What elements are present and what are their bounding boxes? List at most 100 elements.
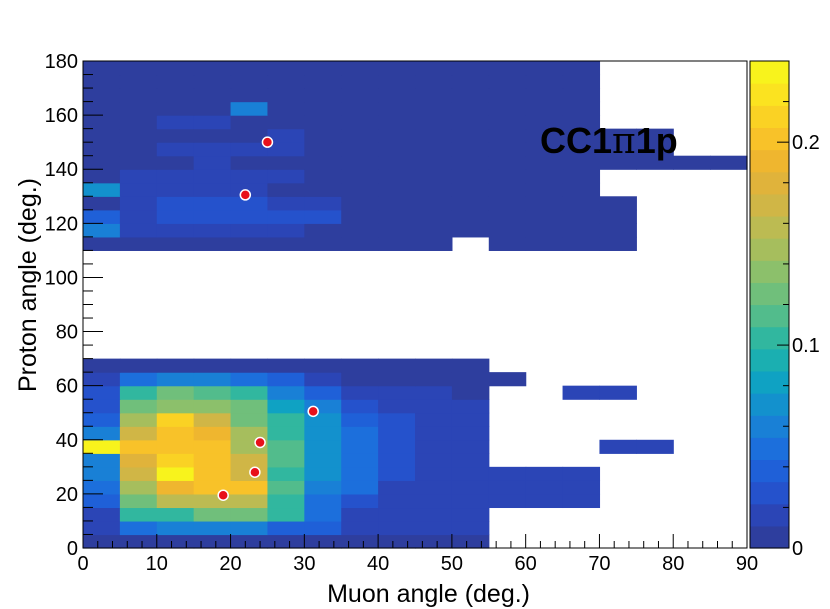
- heatmap-cell: [193, 466, 232, 481]
- heatmap-cell: [415, 169, 453, 184]
- x-tick-label: 20: [219, 553, 241, 575]
- colorbar-band: [750, 149, 789, 173]
- heatmap-cell: [378, 399, 416, 414]
- data-point-marker: [217, 489, 229, 501]
- heatmap-cell: [451, 480, 490, 495]
- heatmap-cell: [193, 115, 232, 130]
- heatmap-cell: [378, 439, 416, 454]
- heatmap-cell: [415, 372, 453, 387]
- heatmap-cell: [562, 169, 601, 184]
- heatmap-cell: [599, 385, 637, 400]
- colorbar-band: [750, 503, 789, 527]
- x-tick-label: 10: [146, 553, 168, 575]
- heatmap-cells: [83, 61, 748, 549]
- colorbar-band: [750, 105, 789, 129]
- data-point-marker: [261, 136, 274, 148]
- heatmap-cell: [267, 534, 305, 549]
- heatmap-cell: [562, 196, 601, 211]
- data-markers: [217, 136, 319, 501]
- heatmap-cell: [156, 534, 195, 549]
- heatmap-cell: [415, 480, 453, 495]
- heatmap-cell: [83, 61, 121, 76]
- heatmap-cell: [83, 74, 121, 89]
- heatmap-cell: [119, 466, 158, 481]
- heatmap-cell: [304, 88, 342, 103]
- heatmap-cell: [119, 209, 158, 224]
- heatmap-cell: [193, 128, 232, 143]
- heatmap-cell: [304, 466, 342, 481]
- heatmap-cell: [119, 385, 158, 400]
- heatmap-cell: [525, 493, 564, 509]
- heatmap-cell: [415, 101, 453, 116]
- heatmap-cell: [378, 155, 416, 170]
- heatmap-cell: [451, 128, 490, 143]
- heatmap-cell: [415, 128, 453, 143]
- heatmap-cell: [451, 142, 490, 157]
- heatmap-cell: [451, 453, 490, 468]
- heatmap-cell: [562, 182, 601, 197]
- heatmap-cell: [230, 466, 269, 481]
- heatmap-cell: [193, 169, 232, 184]
- heatmap-cell: [525, 223, 564, 238]
- heatmap-cell: [267, 88, 305, 103]
- colorbar-band: [750, 193, 789, 217]
- heatmap-cell: [230, 399, 269, 414]
- heatmap-cell: [83, 372, 121, 387]
- heatmap-cell: [304, 182, 342, 197]
- heatmap-cell: [230, 372, 269, 387]
- heatmap-cell: [119, 169, 158, 184]
- heatmap-cell: [83, 412, 121, 427]
- colorbar-band: [750, 282, 789, 306]
- heatmap-cell: [562, 480, 601, 495]
- heatmap-cell: [83, 507, 121, 522]
- heatmap-cell: [562, 101, 601, 116]
- heatmap-cell: [341, 385, 379, 400]
- heatmap-cell: [341, 453, 379, 468]
- y-tick-label: 80: [56, 322, 78, 344]
- colorbar: 0 0.1 0.2: [749, 60, 820, 560]
- heatmap-cell: [193, 182, 232, 197]
- heatmap-cell: [304, 142, 342, 157]
- heatmap-cell: [488, 128, 527, 143]
- heatmap-cell: [341, 74, 379, 89]
- heatmap-cell: [230, 155, 269, 170]
- heatmap-cell: [267, 223, 305, 238]
- colorbar-band: [750, 326, 789, 350]
- colorbar-band: [750, 238, 789, 261]
- heatmap-cell: [341, 115, 379, 130]
- x-tick-label: 40: [367, 553, 389, 575]
- heatmap-cell: [304, 196, 342, 211]
- heatmap-cell: [230, 236, 269, 251]
- heatmap-cell: [83, 426, 121, 441]
- x-axis-title: Muon angle (deg.): [327, 580, 530, 608]
- heatmap-cell: [341, 155, 379, 170]
- heatmap-cell: [267, 74, 305, 89]
- heatmap-cell: [341, 209, 379, 224]
- heatmap-cell: [156, 507, 195, 522]
- heatmap-cell: [415, 399, 453, 414]
- heatmap-cell: [83, 196, 121, 211]
- heatmap-cell: [119, 372, 158, 387]
- heatmap-cell: [193, 520, 232, 536]
- heatmap-cell: [156, 223, 195, 238]
- heatmap-cell: [156, 101, 195, 116]
- y-tick-label: 40: [56, 430, 78, 452]
- heatmap-cell: [525, 466, 564, 481]
- heatmap-cell: [193, 142, 232, 157]
- y-tick-label: 0: [67, 538, 78, 560]
- heatmap-cell: [119, 453, 158, 468]
- heatmap-cell: [341, 88, 379, 103]
- y-tick-label: 120: [45, 213, 78, 235]
- colorbar-band: [750, 260, 789, 283]
- heatmap-cell: [562, 466, 601, 481]
- heatmap-cell: [378, 520, 416, 536]
- heatmap-cell: [341, 182, 379, 197]
- heatmap-cell: [119, 507, 158, 522]
- heatmap-cell: [488, 209, 527, 224]
- heatmap-cell: [83, 101, 121, 116]
- heatmap-cell: [304, 534, 342, 549]
- heatmap-cell: [378, 507, 416, 522]
- heatmap-cell: [230, 223, 269, 238]
- heatmap-cell: [230, 196, 269, 211]
